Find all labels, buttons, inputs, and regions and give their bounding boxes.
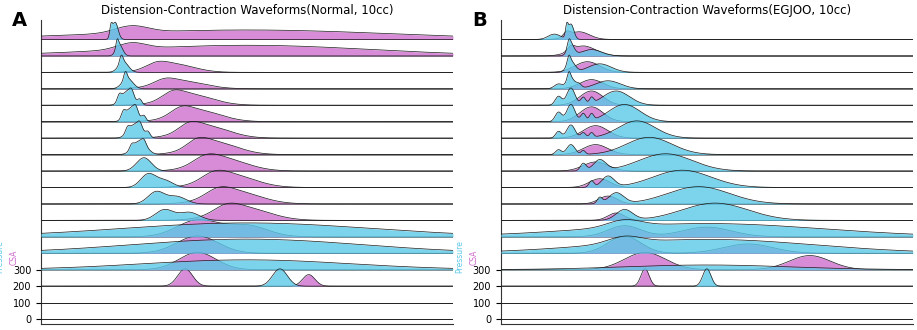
Text: B: B bbox=[472, 11, 487, 30]
Text: CSA: CSA bbox=[470, 249, 479, 265]
Text: A: A bbox=[12, 11, 28, 30]
Title: Distension-Contraction Waveforms(EGJOO, 10cc): Distension-Contraction Waveforms(EGJOO, … bbox=[563, 4, 851, 17]
Text: Pressure: Pressure bbox=[455, 241, 464, 274]
Title: Distension-Contraction Waveforms(Normal, 10cc): Distension-Contraction Waveforms(Normal,… bbox=[101, 4, 393, 17]
Text: CSA: CSA bbox=[10, 249, 18, 265]
Text: Pressure: Pressure bbox=[0, 241, 5, 274]
